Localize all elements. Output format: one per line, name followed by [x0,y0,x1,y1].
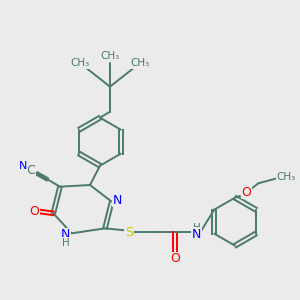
Text: O: O [29,205,39,218]
Text: CH₃: CH₃ [70,58,90,68]
Text: CH₃: CH₃ [100,51,120,61]
Text: C: C [26,164,35,178]
Text: N: N [61,229,70,242]
Text: N: N [19,161,28,171]
Text: CH₃: CH₃ [130,58,150,68]
Text: N: N [192,228,201,241]
Text: N: N [113,194,122,206]
Text: CH₃: CH₃ [276,172,296,182]
Text: S: S [125,226,133,239]
Text: H: H [62,238,70,248]
Text: O: O [170,253,180,266]
Text: H: H [193,223,200,233]
Text: O: O [242,185,252,199]
